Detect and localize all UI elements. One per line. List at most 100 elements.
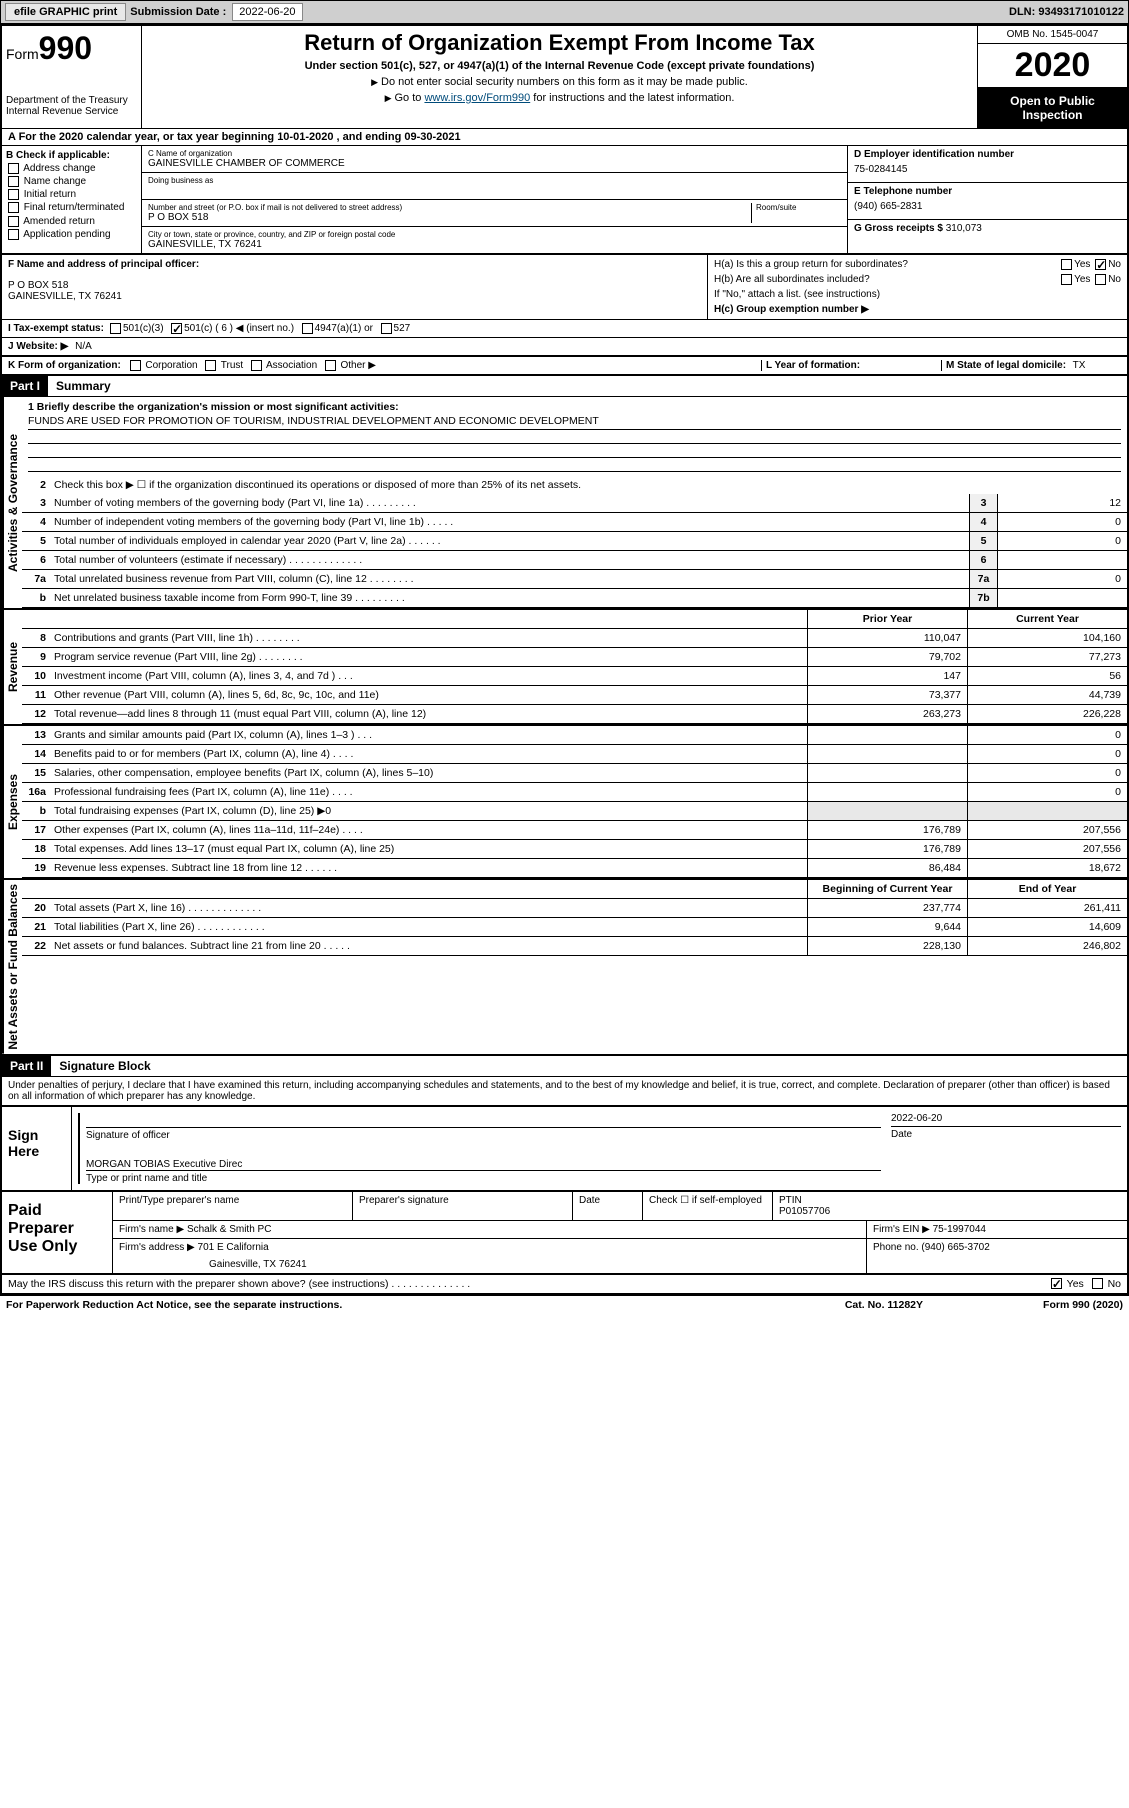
- summary-line: 11Other revenue (Part VIII, column (A), …: [22, 686, 1127, 705]
- paid-preparer-label: Paid Preparer Use Only: [2, 1192, 112, 1273]
- form-header: Form990 Department of the Treasury Inter…: [2, 26, 1127, 129]
- state-value: TX: [1073, 360, 1086, 371]
- section-b-to-g: B Check if applicable: Address change Na…: [2, 146, 1127, 255]
- f-label: F Name and address of principal officer:: [8, 259, 701, 270]
- i-4947[interactable]: [302, 323, 313, 334]
- sig-date: 2022-06-20: [891, 1113, 1121, 1124]
- k-trust[interactable]: [205, 360, 216, 371]
- officer-addr1: P O BOX 518: [8, 280, 701, 291]
- cb-initial-return[interactable]: Initial return: [6, 189, 137, 200]
- q1-label: 1 Briefly describe the organization's mi…: [28, 401, 1121, 413]
- i-501c[interactable]: [171, 323, 182, 334]
- efile-print-button[interactable]: efile GRAPHIC print: [5, 3, 126, 21]
- summary-line: 14Benefits paid to or for members (Part …: [22, 745, 1127, 764]
- open-inspection-badge: Open to Public Inspection: [978, 88, 1127, 128]
- cb-final-return[interactable]: Final return/terminated: [6, 202, 137, 213]
- city-label: City or town, state or province, country…: [148, 230, 841, 239]
- cb-address-change[interactable]: Address change: [6, 163, 137, 174]
- expenses-section: Expenses 13Grants and similar amounts pa…: [2, 726, 1127, 880]
- na-header-row: Beginning of Current YearEnd of Year: [22, 880, 1127, 899]
- h-a: H(a) Is this a group return for subordin…: [714, 259, 1121, 270]
- summary-line: 17Other expenses (Part IX, column (A), l…: [22, 821, 1127, 840]
- form-title: Return of Organization Exempt From Incom…: [150, 30, 969, 56]
- activities-governance-section: Activities & Governance 1 Briefly descri…: [2, 397, 1127, 610]
- summary-line: 8Contributions and grants (Part VIII, li…: [22, 629, 1127, 648]
- summary-line: 10Investment income (Part VIII, column (…: [22, 667, 1127, 686]
- summary-line: 13Grants and similar amounts paid (Part …: [22, 726, 1127, 745]
- name-title-label: Type or print name and title: [86, 1173, 881, 1184]
- officer-name: MORGAN TOBIAS Executive Direc: [86, 1159, 881, 1171]
- summary-line: 3Number of voting members of the governi…: [22, 494, 1127, 513]
- sig-officer-label: Signature of officer: [86, 1130, 881, 1141]
- omb-number: OMB No. 1545-0047: [978, 26, 1127, 44]
- form-container: Form990 Department of the Treasury Inter…: [0, 24, 1129, 1296]
- k-other[interactable]: [325, 360, 336, 371]
- row-k-l-m: K Form of organization: Corporation Trus…: [2, 357, 1127, 376]
- mission-block: 1 Briefly describe the organization's mi…: [22, 397, 1127, 476]
- cb-amended-return[interactable]: Amended return: [6, 216, 137, 227]
- k-corp[interactable]: [130, 360, 141, 371]
- summary-line: 15Salaries, other compensation, employee…: [22, 764, 1127, 783]
- ha-no[interactable]: [1095, 259, 1106, 270]
- dln-value: DLN: 93493171010122: [1009, 6, 1124, 18]
- summary-line: 7aTotal unrelated business revenue from …: [22, 570, 1127, 589]
- cb-application-pending[interactable]: Application pending: [6, 229, 137, 240]
- form-subtitle: Under section 501(c), 527, or 4947(a)(1)…: [150, 60, 969, 72]
- room-label: Room/suite: [756, 203, 841, 212]
- signature-block: Sign Here Signature of officer MORGAN TO…: [2, 1106, 1127, 1192]
- firm-addr1: 701 E California: [198, 1242, 269, 1253]
- dba-label: Doing business as: [148, 176, 841, 185]
- ha-yes[interactable]: [1061, 259, 1072, 270]
- cat-no: Cat. No. 11282Y: [845, 1299, 923, 1311]
- ptin-value: P01057706: [779, 1206, 1121, 1217]
- paid-preparer-block: Paid Preparer Use Only Print/Type prepar…: [2, 1192, 1127, 1275]
- na-side-label: Net Assets or Fund Balances: [2, 880, 22, 1054]
- summary-line: 21Total liabilities (Part X, line 26) . …: [22, 918, 1127, 937]
- i-501c3[interactable]: [110, 323, 121, 334]
- pra-notice: For Paperwork Reduction Act Notice, see …: [6, 1299, 342, 1311]
- part-2-header: Part II Signature Block: [2, 1056, 1127, 1077]
- form-note-2: Go to www.irs.gov/Form990 for instructio…: [150, 92, 969, 104]
- form-title-block: Return of Organization Exempt From Incom…: [142, 26, 977, 128]
- part-2-title: Signature Block: [51, 1059, 150, 1073]
- section-d-e-g: D Employer identification number75-02841…: [847, 146, 1127, 253]
- officer-addr2: GAINESVILLE, TX 76241: [8, 291, 701, 302]
- firm-name: Schalk & Smith PC: [187, 1224, 271, 1235]
- ein-value: 75-0284145: [854, 160, 1121, 179]
- irs-discuss-row: May the IRS discuss this return with the…: [2, 1275, 1127, 1294]
- b-header: B Check if applicable:: [6, 150, 137, 161]
- firm-ein-label: Firm's EIN ▶: [873, 1224, 930, 1235]
- declaration-text: Under penalties of perjury, I declare th…: [2, 1077, 1127, 1106]
- summary-line: 16aProfessional fundraising fees (Part I…: [22, 783, 1127, 802]
- rev-side-label: Revenue: [2, 610, 22, 724]
- submission-date-label: Submission Date :: [130, 6, 226, 18]
- self-employed-cb[interactable]: Check ☐ if self-employed: [643, 1192, 773, 1220]
- i-527[interactable]: [381, 323, 392, 334]
- hb-yes[interactable]: [1061, 274, 1072, 285]
- hb-no[interactable]: [1095, 274, 1106, 285]
- summary-line: 9Program service revenue (Part VIII, lin…: [22, 648, 1127, 667]
- summary-line: 20Total assets (Part X, line 16) . . . .…: [22, 899, 1127, 918]
- discuss-yes[interactable]: [1051, 1278, 1062, 1289]
- part-2-badge: Part II: [2, 1056, 51, 1076]
- form-number: 990: [39, 30, 92, 66]
- row-i: I Tax-exempt status: 501(c)(3) 501(c) ( …: [2, 320, 1127, 338]
- gross-receipts-label: G Gross receipts $: [854, 223, 943, 234]
- form-ref: Form 990 (2020): [1043, 1299, 1123, 1311]
- form990-link[interactable]: www.irs.gov/Form990: [424, 92, 530, 104]
- revenue-section: Revenue Prior YearCurrent Year 8Contribu…: [2, 610, 1127, 726]
- firm-name-label: Firm's name ▶: [119, 1224, 184, 1235]
- section-h: H(a) Is this a group return for subordin…: [707, 255, 1127, 319]
- summary-line: 6Total number of volunteers (estimate if…: [22, 551, 1127, 570]
- summary-line: 18Total expenses. Add lines 13–17 (must …: [22, 840, 1127, 859]
- sign-here-label: Sign Here: [2, 1107, 72, 1190]
- firm-ein: 75-1997044: [933, 1224, 986, 1235]
- h-c: H(c) Group exemption number ▶: [714, 304, 1121, 315]
- form-word: Form: [6, 46, 39, 62]
- cb-name-change[interactable]: Name change: [6, 176, 137, 187]
- form-id-block: Form990 Department of the Treasury Inter…: [2, 26, 142, 128]
- k-assoc[interactable]: [251, 360, 262, 371]
- discuss-no[interactable]: [1092, 1278, 1103, 1289]
- mission-text: FUNDS ARE USED FOR PROMOTION OF TOURISM,…: [28, 413, 1121, 430]
- firm-phone: (940) 665-3702: [921, 1242, 989, 1253]
